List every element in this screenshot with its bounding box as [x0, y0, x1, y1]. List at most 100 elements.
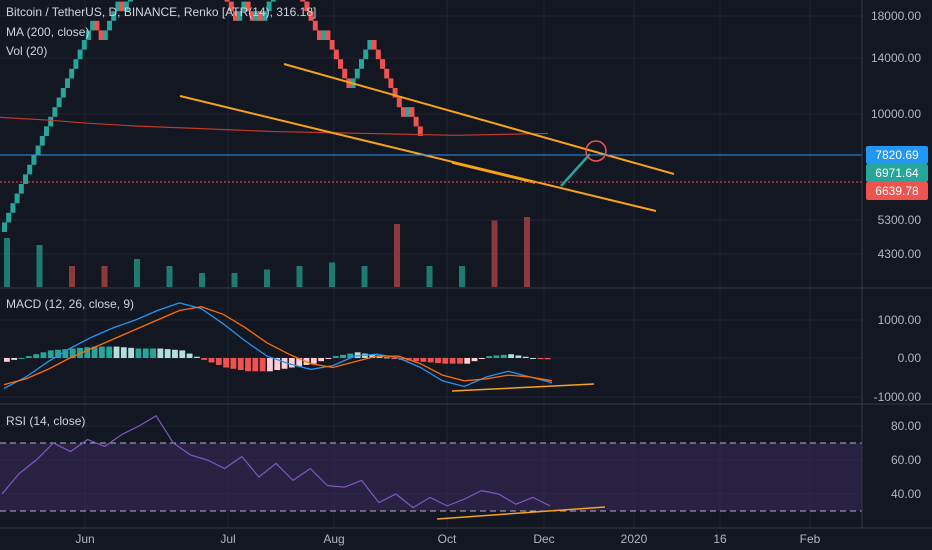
macd-histogram-bar	[508, 354, 514, 358]
renko-brick-up	[262, 11, 268, 21]
time-axis-label: Dec	[533, 532, 554, 546]
renko-brick-up	[405, 107, 411, 117]
volume-bar	[199, 273, 205, 287]
price-axis-tick-label: 10000.00	[871, 107, 921, 121]
macd-histogram-bar	[471, 358, 478, 362]
renko-brick-up	[354, 68, 360, 79]
volume-bar	[101, 266, 108, 287]
renko-brick-down	[245, 1, 251, 12]
renko-brick-down	[317, 30, 322, 40]
renko-brick-up	[321, 30, 327, 40]
price-tag-label: 6639.78	[875, 184, 919, 198]
renko-brick-up	[241, 1, 247, 12]
renko-brick-up	[363, 49, 369, 60]
macd-histogram-bar	[252, 358, 259, 372]
renko-brick-up	[90, 20, 96, 31]
rsi-axis-tick-label: 80.00	[891, 419, 921, 433]
macd-histogram-bar	[267, 358, 273, 372]
renko-brick-up	[2, 222, 7, 232]
macd-histogram-bar	[98, 346, 105, 358]
macd-histogram-bar	[340, 354, 346, 358]
renko-brick-down	[384, 68, 390, 79]
renko-brick-up	[111, 11, 117, 21]
renko-brick-down	[409, 107, 415, 117]
macd-histogram-bar	[376, 356, 383, 358]
macd-histogram-bar	[515, 355, 522, 358]
macd-histogram-bar	[281, 358, 288, 369]
renko-brick-up	[128, 0, 133, 2]
macd-histogram-bar	[237, 358, 244, 371]
macd-axis-tick-label: 0.00	[898, 351, 922, 365]
renko-brick-down	[249, 11, 255, 21]
time-axis-label: Feb	[800, 532, 821, 546]
renko-brick-up	[266, 1, 272, 12]
renko-brick-down	[338, 59, 343, 69]
price-tag-background	[866, 182, 928, 200]
renko-brick-up	[115, 1, 121, 12]
macd-histogram-bar	[457, 358, 463, 364]
volume-bars	[4, 217, 530, 287]
renko-brick-up	[44, 126, 49, 136]
time-axis-label: 16	[713, 532, 727, 546]
macd-histogram-bar	[25, 356, 32, 358]
macd-histogram-bar	[413, 358, 419, 362]
renko-brick-down	[258, 11, 264, 21]
renko-brick-down	[325, 30, 331, 40]
macd-histogram-bar	[530, 358, 536, 359]
macd-histogram-bar	[544, 358, 551, 360]
macd-histogram-bar	[84, 347, 91, 358]
renko-brick-up	[69, 68, 75, 79]
macd-histogram-bar	[91, 346, 98, 358]
time-axis-label: Aug	[323, 532, 344, 546]
macd-histogram-bar	[493, 355, 500, 358]
volume-bar	[459, 266, 465, 287]
renko-brick-up	[367, 40, 373, 50]
trend-line-lower	[179, 95, 657, 212]
rsi-line	[1, 414, 551, 509]
ma-line	[0, 116, 549, 136]
vol-legend-label: Vol (20)	[6, 44, 47, 58]
renko-brick-down	[333, 49, 339, 60]
renko-brick-up	[270, 0, 276, 2]
macd-histogram-bar	[120, 347, 127, 358]
renko-brick-down	[388, 78, 394, 88]
macd-line	[3, 302, 553, 389]
macd-histogram-bar	[215, 358, 222, 365]
main-legend-title: Bitcoin / TetherUS, D, BINANCE, Renko [A…	[6, 5, 316, 19]
macd-histogram-bar	[318, 358, 324, 362]
renko-brick-up	[86, 30, 91, 40]
macd-histogram-bar	[193, 356, 200, 358]
macd-histogram-bar	[201, 358, 208, 360]
volume-bar	[231, 273, 238, 287]
macd-histogram-bar	[391, 358, 398, 359]
renko-brick-down	[98, 30, 104, 40]
renko-brick-down	[329, 40, 335, 50]
macd-axis-tick-label: 1000.00	[878, 313, 922, 327]
macd-histogram-bar	[478, 358, 485, 359]
macd-histogram-bar	[259, 358, 266, 372]
price-axis-tick-label: 14000.00	[871, 51, 921, 65]
renko-brick-down	[413, 116, 419, 127]
macd-histogram-bar	[288, 358, 295, 368]
projection-arrow	[560, 153, 591, 187]
renko-brick-up	[48, 116, 54, 127]
volume-bar	[524, 217, 530, 287]
macd-histogram-bar	[427, 358, 434, 363]
renko-brick-up	[60, 88, 66, 98]
renko-brick-up	[31, 155, 37, 165]
renko-brick-up	[237, 11, 243, 21]
renko-brick-up	[102, 30, 108, 40]
renko-brick-up	[107, 20, 112, 31]
macd-histogram-bar	[150, 348, 156, 358]
macd-histogram-bar	[157, 348, 164, 358]
signal-line	[3, 306, 553, 386]
macd-histogram-bar	[11, 358, 18, 360]
renko-brick-down	[119, 1, 125, 12]
rsi-band	[0, 443, 862, 511]
time-axis-label: 2020	[621, 532, 648, 546]
target-circle	[585, 140, 607, 162]
volume-bar	[361, 266, 368, 287]
macd-histogram-bar	[354, 352, 361, 358]
price-tag-label: 6971.64	[875, 166, 919, 180]
renko-brick-down	[312, 20, 318, 31]
